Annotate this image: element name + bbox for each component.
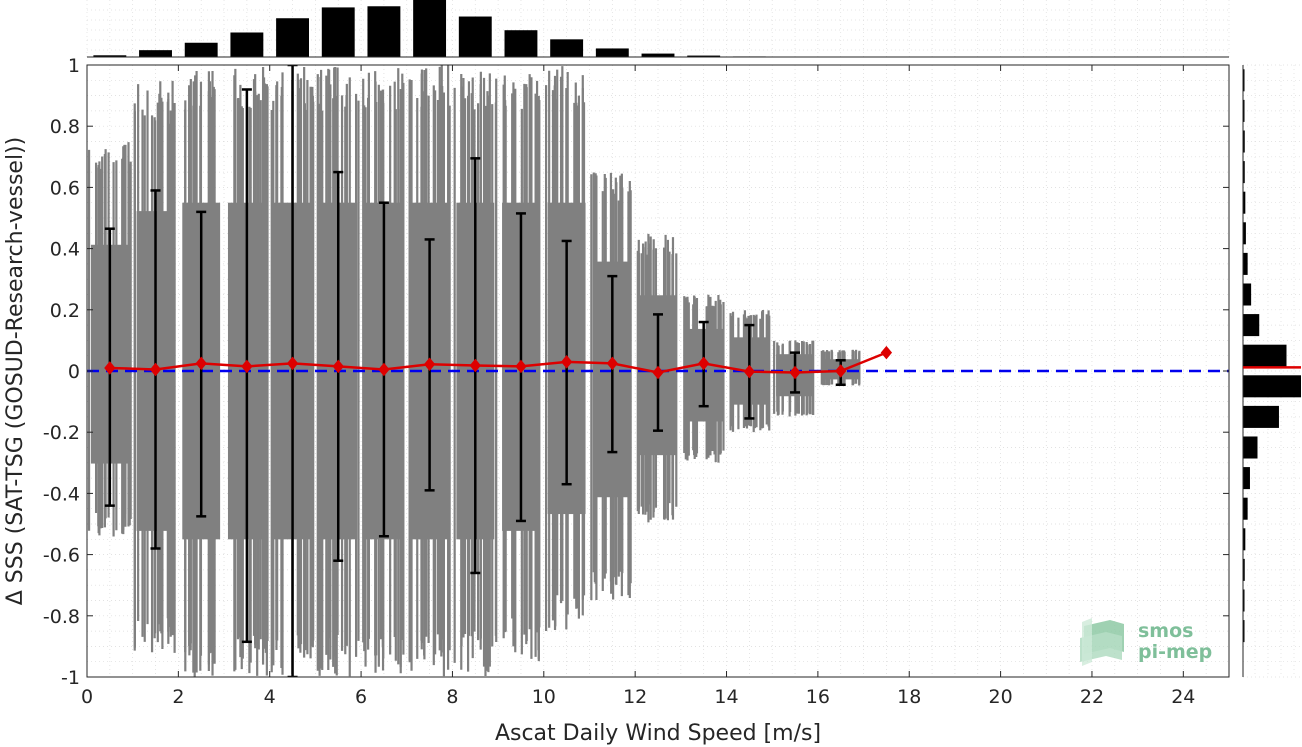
mean-marker — [195, 356, 207, 371]
mean-marker — [560, 355, 573, 369]
y-tick-label: 0.8 — [50, 116, 80, 138]
mean-marker — [469, 358, 481, 373]
logo-line2: pi-mep — [1138, 641, 1212, 663]
mean-marker — [880, 345, 893, 360]
x-tick-label: 12 — [623, 686, 647, 708]
top-histogram-bar — [413, 0, 447, 57]
y-tick-label: -0.6 — [43, 545, 80, 567]
right-histogram-bar — [1243, 375, 1301, 398]
main-plot-panel: 0 2 4 6 8 10 12 14 16 18 20 22 24 -1-0.8-0.6-0.4-0.2… — [43, 55, 1230, 708]
right-histogram-bar — [1243, 191, 1246, 214]
mean-marker — [423, 357, 436, 372]
x-tick-label: 24 — [1171, 686, 1195, 708]
top-histogram-bar — [367, 6, 401, 57]
top-histogram-bar — [321, 7, 355, 57]
x-axis-ticks: 0 2 4 6 8 10 12 14 16 18 20 22 24 — [81, 65, 1195, 708]
top-histogram-bar — [641, 53, 675, 57]
x-tick-label: 16 — [806, 686, 830, 708]
right-histogram-bar — [1243, 497, 1248, 520]
top-histogram-bar — [276, 18, 310, 58]
x-tick-label: 2 — [172, 686, 184, 708]
right-histogram-bar — [1243, 314, 1260, 337]
right-histogram-panel — [1242, 64, 1302, 678]
wave-icon — [1080, 618, 1124, 666]
right-histogram-bar — [1243, 344, 1287, 367]
right-histogram-bar — [1243, 69, 1245, 92]
x-tick-label: 14 — [714, 686, 738, 708]
x-tick-label: 10 — [532, 686, 556, 708]
x-axis-label: Ascat Daily Wind Speed [m/s] — [495, 721, 821, 746]
right-histogram-bar — [1243, 528, 1246, 551]
top-histogram-bars — [93, 0, 858, 58]
logo-line1: smos — [1138, 620, 1193, 642]
mean-marker — [835, 364, 847, 378]
mean-marker — [286, 356, 299, 371]
top-histogram-bar — [230, 32, 264, 57]
x-tick-label: 22 — [1080, 686, 1104, 708]
y-tick-label: -1 — [61, 667, 80, 689]
right-histogram-bar — [1243, 283, 1252, 306]
x-tick-label: 18 — [897, 686, 921, 708]
right-histogram-bar — [1243, 222, 1246, 245]
smos-pi-mep-logo: smos pi-mep — [1080, 618, 1212, 666]
mean-line — [109, 351, 887, 374]
right-histogram-bars — [1243, 69, 1301, 643]
y-tick-label: 0 — [68, 361, 80, 383]
top-histogram-bar — [595, 48, 629, 57]
mean-marker — [149, 362, 162, 377]
y-tick-label: 0.6 — [50, 177, 80, 199]
right-histogram-bar — [1243, 161, 1245, 184]
top-histogram-bar — [139, 50, 172, 57]
top-histogram-bar — [458, 16, 492, 58]
y-tick-label: -0.2 — [43, 422, 80, 444]
right-histogram-bar — [1243, 252, 1248, 275]
mean-marker — [698, 356, 710, 371]
mean-marker — [606, 356, 618, 371]
y-axis-label: Δ SSS (SAT-TSG (GOSUD-Research-vessel)) — [3, 137, 28, 605]
right-histogram-bar — [1243, 405, 1279, 428]
mean-marker — [378, 362, 390, 377]
right-histogram-bar — [1243, 620, 1245, 643]
mean-markers — [104, 345, 893, 380]
x-tick-label: 0 — [81, 686, 93, 708]
right-histogram-bar — [1243, 467, 1250, 490]
x-tick-label: 8 — [446, 686, 458, 708]
right-histogram-bar — [1243, 589, 1245, 612]
y-axis-ticks: -1 -0.8 -0.6 -0.4 -0.2 0 0.2 0.4 0.6 0.8 1 — [43, 55, 1229, 689]
right-histogram-bar — [1243, 130, 1245, 153]
mean-marker — [652, 365, 664, 380]
x-tick-label: 4 — [264, 686, 276, 708]
top-histogram-bar — [504, 30, 538, 57]
mean-marker — [743, 364, 756, 379]
top-histogram-panel — [86, 0, 1230, 58]
y-tick-label: 1 — [68, 55, 80, 77]
x-tick-label: 20 — [989, 686, 1013, 708]
y-tick-label: -0.4 — [43, 483, 80, 505]
mean-marker — [241, 359, 253, 374]
top-histogram-bar — [687, 55, 721, 57]
y-tick-label: 0.4 — [50, 239, 80, 261]
right-histogram-bar — [1243, 99, 1245, 122]
top-histogram-bar — [93, 55, 127, 57]
mean-marker — [515, 359, 527, 374]
x-tick-label: 6 — [355, 686, 367, 708]
y-tick-label: 0.2 — [50, 300, 80, 322]
y-tick-label: -0.8 — [43, 606, 80, 628]
mean-marker — [104, 361, 116, 375]
top-histogram-grid — [86, 0, 1230, 57]
mean-marker — [332, 359, 344, 374]
right-histogram-bar — [1243, 436, 1258, 459]
top-histogram-bar — [184, 42, 218, 57]
right-histogram-bar — [1243, 558, 1245, 581]
mean-marker — [789, 365, 801, 380]
top-histogram-bar — [550, 39, 584, 57]
